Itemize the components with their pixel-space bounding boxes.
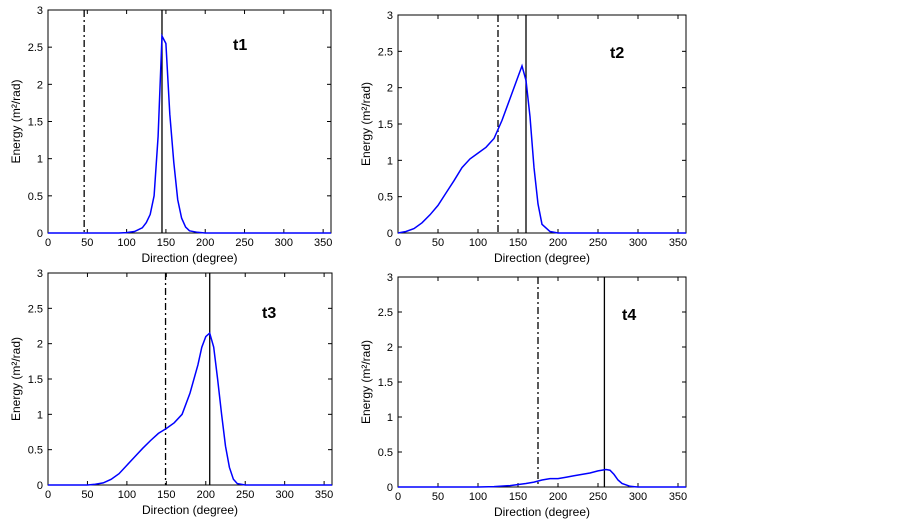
y-tick-label: 2.5: [28, 42, 43, 54]
x-tick-label: 100: [469, 237, 487, 249]
y-axis-label: Energy (m²/rad): [9, 337, 23, 421]
x-tick-label: 300: [629, 491, 647, 503]
y-axis-label: Energy (m²/rad): [9, 79, 23, 163]
y-tick-label: 1.5: [378, 377, 393, 389]
y-tick-label: 2: [387, 342, 393, 354]
y-tick-label: 1.5: [28, 374, 43, 386]
x-tick-label: 100: [469, 491, 487, 503]
x-tick-label: 250: [589, 491, 607, 503]
y-tick-label: 2.5: [28, 303, 43, 315]
y-tick-label: 1: [37, 409, 43, 421]
x-tick-label: 150: [157, 489, 175, 501]
plot-frame: [397, 276, 687, 488]
x-tick-label: 200: [197, 489, 215, 501]
x-tick-label: 300: [275, 237, 293, 249]
y-tick-label: 0: [387, 228, 393, 240]
panel-2: 0 50 100 150 200 250 300 350 0 0.5 1 1.5 2 2.5 3 Direct…: [359, 10, 687, 265]
y-tick-label: 3: [37, 5, 43, 17]
plot-frame: [47, 9, 332, 234]
y-tick-label: 3: [387, 10, 393, 22]
y-tick-label: 3: [387, 272, 393, 284]
y-tick-label: 0.5: [28, 445, 43, 457]
y-axis-label: Energy (m²/rad): [359, 340, 373, 424]
x-tick-label: 250: [589, 237, 607, 249]
x-axis-label: Direction (degree): [494, 251, 590, 265]
panel-4: 0 50 100 150 200 250 300 350 0 0.5 1 1.5 2 2.5 3 Direct…: [359, 272, 687, 519]
x-tick-label: 100: [118, 489, 136, 501]
energy-series-line: [48, 33, 331, 234]
energy-series-line: [398, 468, 686, 488]
x-tick-label: 150: [509, 491, 527, 503]
y-tick-label: 1: [37, 154, 43, 166]
y-axis-label: Energy (m²/rad): [359, 82, 373, 166]
y-tick-label: 1: [387, 412, 393, 424]
y-tick-label: 0: [37, 480, 43, 492]
x-tick-label: 50: [432, 491, 444, 503]
panel-1: 0 50 100 150 200 250 300 350 0 0.5 1 1.5 2 2.5 3 Direct…: [9, 5, 332, 265]
x-tick-label: 0: [45, 237, 51, 249]
x-tick-label: 100: [117, 237, 135, 249]
y-tick-label: 0: [387, 482, 393, 494]
y-tick-label: 2: [37, 79, 43, 91]
x-tick-label: 350: [669, 237, 687, 249]
panel-label: t4: [622, 307, 636, 324]
y-tick-label: 0.5: [378, 447, 393, 459]
plot-frame: [47, 272, 333, 486]
x-axis-label: Direction (degree): [494, 505, 590, 519]
y-tick-label: 2.5: [378, 46, 393, 58]
y-tick-label: 0.5: [28, 191, 43, 203]
panel-label: t1: [233, 37, 247, 54]
x-tick-label: 250: [236, 489, 254, 501]
energy-series-line: [397, 63, 686, 234]
y-tick-label: 3: [37, 268, 43, 280]
y-tick-label: 2: [387, 83, 393, 95]
x-tick-label: 200: [196, 237, 214, 249]
y-tick-label: 1.5: [28, 117, 43, 129]
x-axis-label: Direction (degree): [142, 503, 238, 517]
x-tick-label: 300: [629, 237, 647, 249]
y-tick-label: 2.5: [378, 307, 393, 319]
x-tick-label: 200: [549, 237, 567, 249]
energy-series-line: [48, 331, 332, 486]
y-tick-label: 1: [387, 155, 393, 167]
x-tick-label: 0: [45, 489, 51, 501]
panel-label: t3: [262, 305, 276, 322]
x-tick-label: 50: [432, 237, 444, 249]
x-tick-label: 150: [157, 237, 175, 249]
y-tick-label: 2: [37, 339, 43, 351]
x-tick-label: 0: [395, 237, 401, 249]
x-tick-label: 50: [81, 489, 93, 501]
x-tick-label: 350: [315, 489, 333, 501]
x-tick-label: 350: [669, 491, 687, 503]
y-tick-label: 0.5: [378, 192, 393, 204]
panel-3: 0 50 100 150 200 250 300 350 0 0.5 1 1.5 2 2.5 3 Direct…: [9, 268, 333, 517]
x-tick-label: 0: [395, 491, 401, 503]
x-tick-label: 50: [81, 237, 93, 249]
x-axis-label: Direction (degree): [141, 251, 237, 265]
y-tick-label: 1.5: [378, 119, 393, 131]
panel-label: t2: [610, 45, 624, 62]
x-tick-label: 300: [275, 489, 293, 501]
x-tick-label: 350: [314, 237, 332, 249]
x-tick-label: 150: [509, 237, 527, 249]
y-tick-label: 0: [37, 228, 43, 240]
x-tick-label: 200: [549, 491, 567, 503]
x-tick-label: 250: [235, 237, 253, 249]
